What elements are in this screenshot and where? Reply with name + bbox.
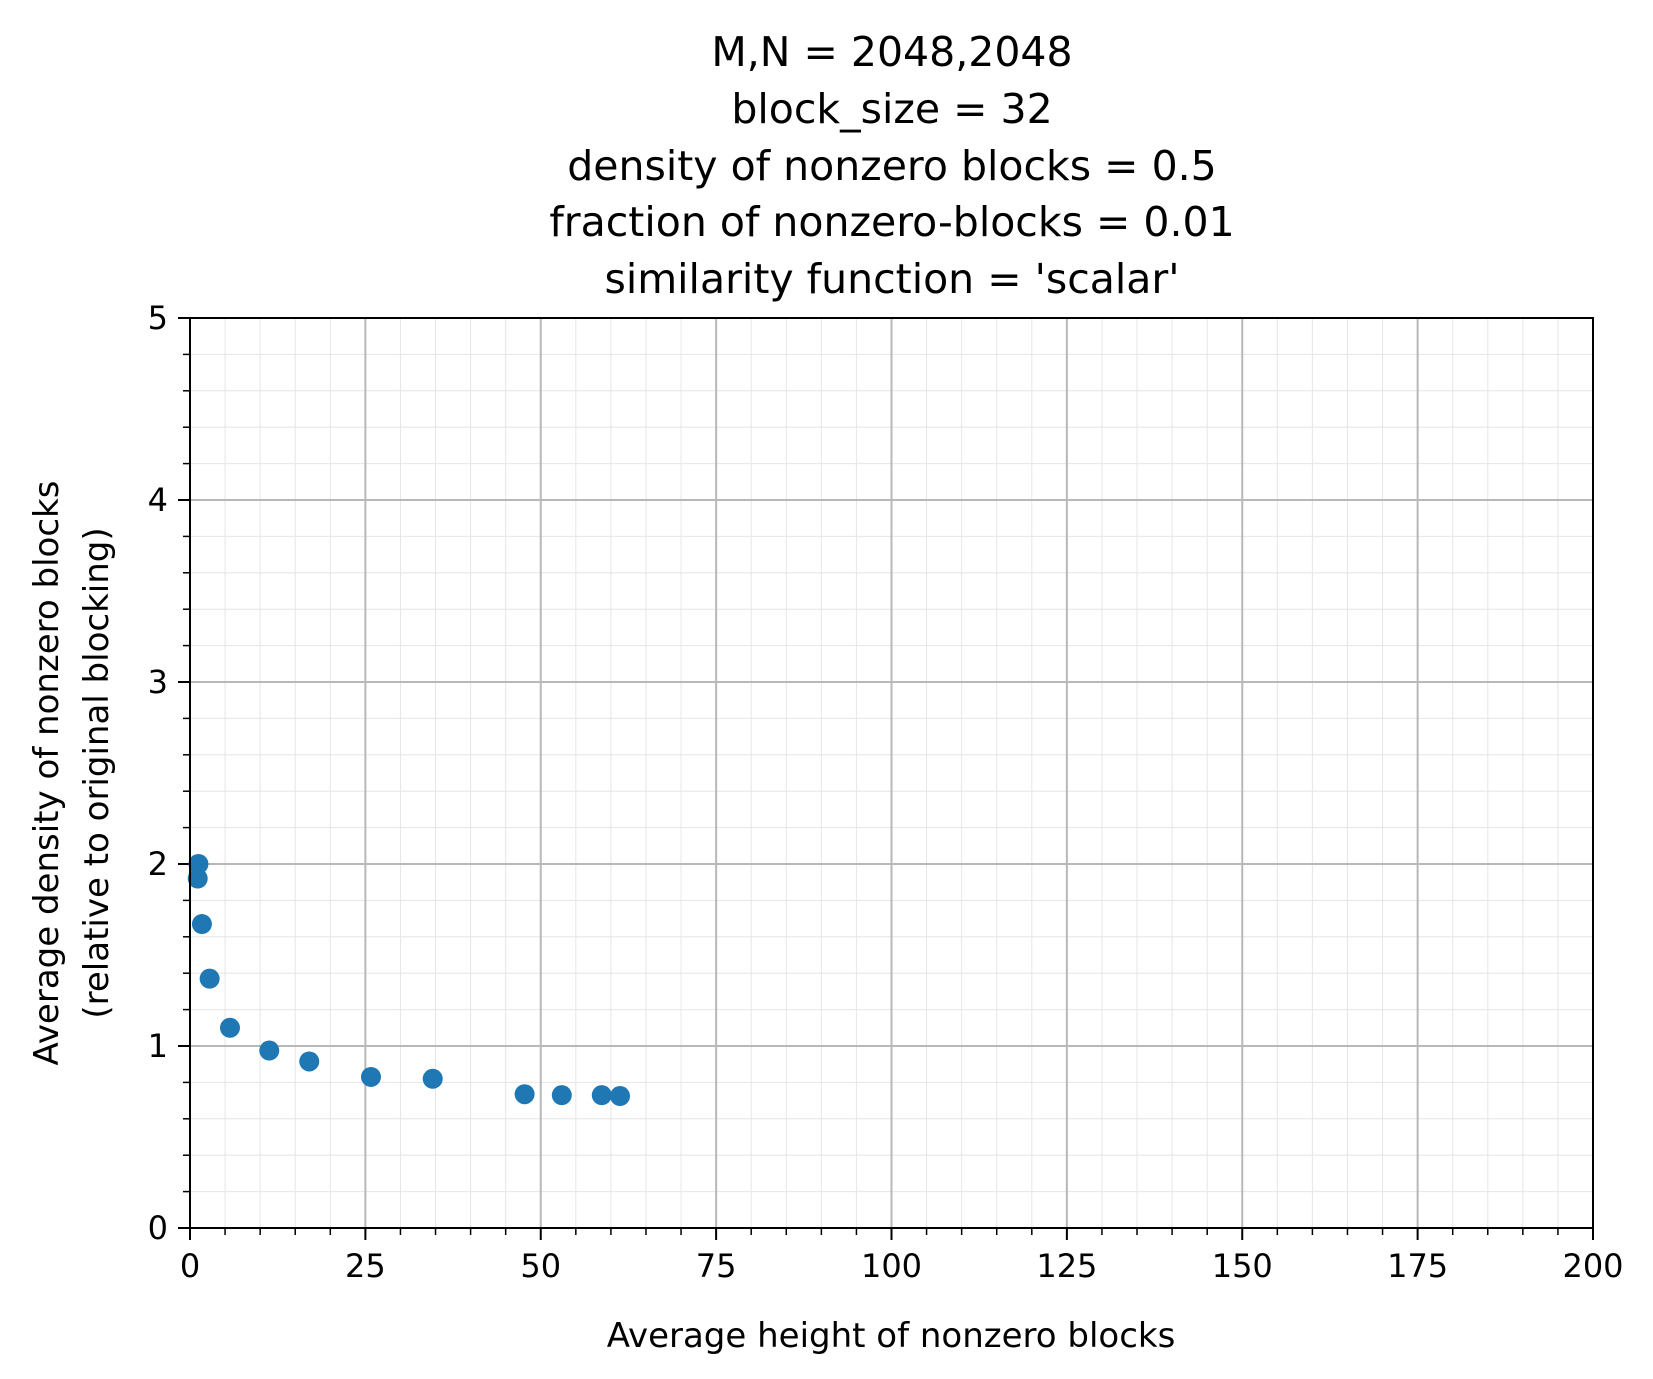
y-axis-label: Average density of nonzero blocks (relat… [27,481,117,1066]
y-tick-label: 5 [148,299,168,337]
data-point [219,1017,240,1038]
y-tick-label: 0 [148,1209,168,1247]
y-axis-label-line: Average density of nonzero blocks [27,481,67,1066]
x-tick-label: 50 [520,1247,561,1285]
data-point [422,1068,443,1089]
axis-ticks [178,317,1594,1240]
x-axis-label: Average height of nonzero blocks [607,1316,1176,1356]
title-line: similarity function = 'scalar' [604,255,1179,303]
x-tick-label: 125 [1036,1247,1097,1285]
data-point [187,868,208,889]
data-point [259,1040,280,1061]
title-line: block_size = 32 [731,85,1052,133]
data-point [191,914,212,935]
x-tick-label: 0 [180,1247,200,1285]
y-axis-label-line: (relative to original blocking) [77,527,117,1018]
data-point [514,1084,535,1105]
data-point [299,1051,320,1072]
data-point [360,1066,381,1087]
x-tick-label: 175 [1387,1247,1448,1285]
x-tick-label: 150 [1212,1247,1273,1285]
y-tick-label: 3 [148,663,168,701]
data-point [188,854,209,874]
x-tick-label: 25 [345,1247,386,1285]
data-point [591,1085,612,1106]
x-tick-label: 200 [1562,1247,1623,1285]
y-tick-label: 2 [148,845,168,883]
plot-frame [189,317,1594,1229]
title-line: M,N = 2048,2048 [711,28,1072,76]
y-tick-label: 1 [148,1027,168,1065]
data-points [187,854,631,1107]
data-point [610,1086,631,1107]
chart-title: M,N = 2048,2048 block_size = 32 density … [549,28,1234,303]
x-tick-label: 75 [696,1247,737,1285]
title-line: fraction of nonzero-blocks = 0.01 [549,198,1234,246]
x-tick-label: 100 [861,1247,922,1285]
data-point [551,1085,572,1106]
y-tick-label: 4 [148,481,168,519]
tick-labels: 0 25 50 75 100 125 150 175 200 0 1 2 3 4 5 [148,299,1624,1285]
title-line: density of nonzero blocks = 0.5 [567,142,1217,190]
data-point [199,968,220,989]
